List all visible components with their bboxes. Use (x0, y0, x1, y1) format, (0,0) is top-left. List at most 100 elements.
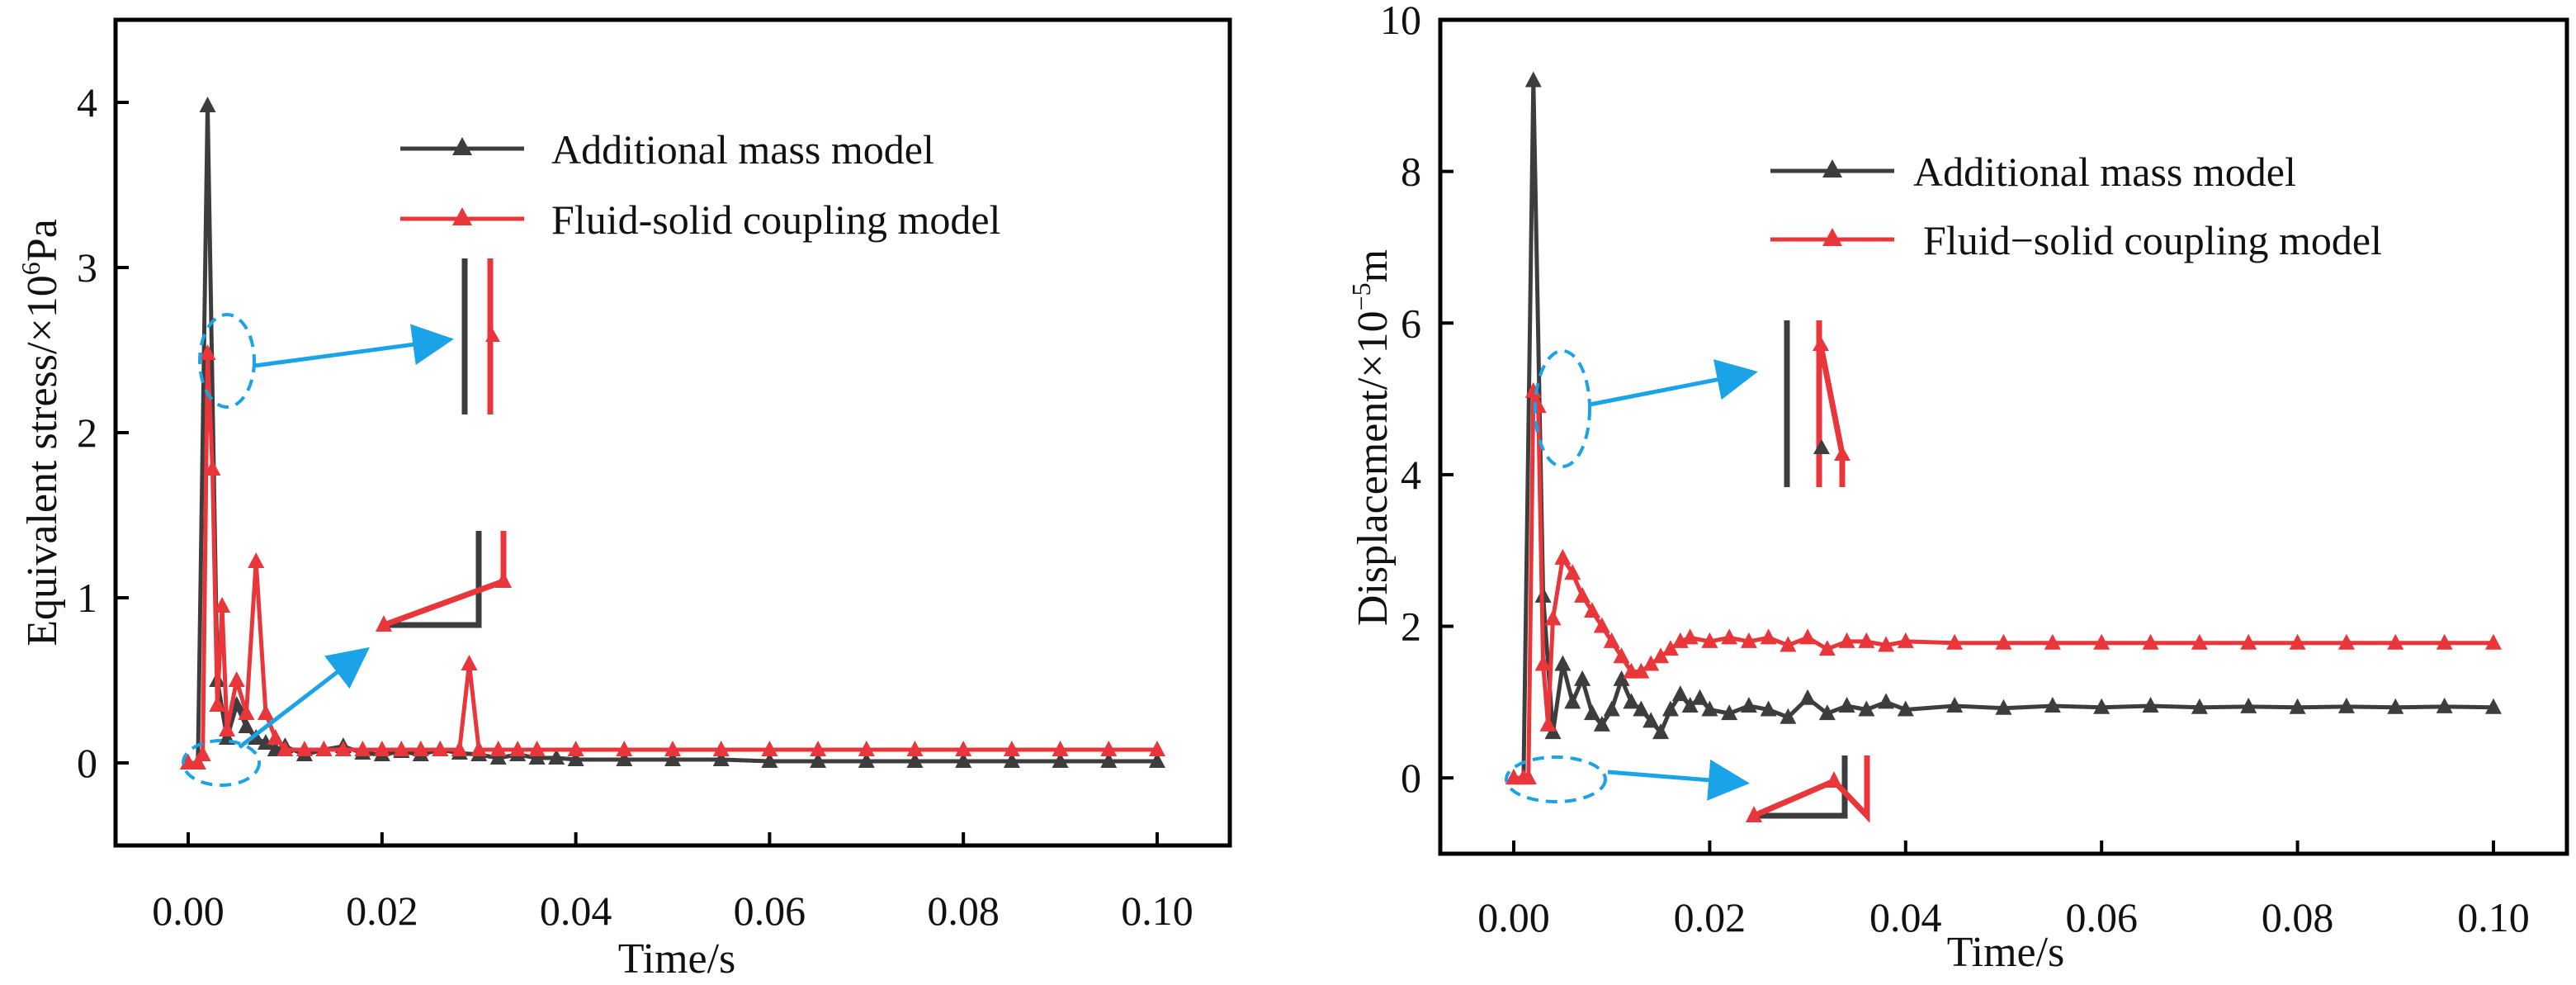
displacement-series-1-point (1760, 628, 1777, 645)
stress-series-1-point (712, 741, 730, 756)
displacement-peak-dashed-ellipse (1534, 349, 1591, 468)
displacement-x-tick-label: 0.00 (1477, 894, 1550, 940)
stress-legend-marker-fsc (452, 207, 472, 225)
displacement-y-tick-label: 8 (1401, 149, 1421, 195)
stress-series-1-point (567, 741, 584, 756)
displacement-series-1-point (2191, 633, 2208, 650)
displacement-y-tick-label: 4 (1401, 452, 1421, 498)
displacement-series-1-point (1613, 647, 1630, 664)
stress-x-tick-label: 0.00 (152, 888, 225, 934)
stress-legend-label-mass: Additional mass model (551, 126, 934, 173)
stress-series-1-point (461, 655, 478, 670)
displacement-series-0-point (1740, 696, 1757, 713)
stress-x-tick-label: 0.08 (927, 888, 1000, 934)
displacement-series-0-point (1858, 700, 1875, 717)
stress-series-0-point (664, 751, 681, 766)
displacement-series-1-point (1564, 564, 1581, 580)
stress-series-1-point (1148, 741, 1165, 756)
displacement-series-1-point (1593, 617, 1610, 633)
displacement-series-1-point (1633, 662, 1650, 679)
displacement-series-1-point (1681, 628, 1699, 645)
displacement-series-0-point (1603, 700, 1620, 717)
stress-series-1-point (412, 741, 429, 756)
displacement-series-0-point (2191, 698, 2208, 714)
stress-legend-marker-mass (452, 137, 472, 155)
stress-series-1-point (858, 741, 875, 756)
displacement-series-0-point (1671, 685, 1689, 702)
displacement-series-0-point (1760, 700, 1777, 717)
stress-series-1-point (393, 741, 410, 756)
displacement-series-0-point (1780, 708, 1797, 724)
displacement-series-0-point (1701, 700, 1718, 717)
displacement-series-1-point (2240, 633, 2257, 650)
stress-peak-arrow (253, 324, 454, 368)
displacement-series-0-point (1524, 71, 1542, 88)
displacement-series-0-point (2044, 696, 2061, 713)
displacement-onset-callout (1505, 755, 1870, 823)
stress-series-1-point (354, 741, 371, 756)
stress-series-1-point (1052, 741, 1069, 756)
displacement-y-tick-label: 0 (1401, 755, 1421, 801)
stress-series-0-point (1052, 752, 1069, 768)
displacement-series-0-point (2387, 698, 2404, 714)
displacement-series-0-point (1623, 693, 1640, 709)
stress-series-1-point (204, 460, 221, 476)
displacement-series-1-point (1780, 636, 1797, 652)
stress-series-0-point (761, 752, 778, 768)
displacement-series-0-point (1642, 712, 1660, 728)
stress-x-axis-label: Time/s (618, 935, 736, 983)
stress-x-tick-label: 0.10 (1121, 888, 1193, 934)
displacement-series-1-point (2093, 633, 2110, 650)
displacement-series-0-point (1574, 670, 1591, 686)
displacement-series-0-point (1593, 715, 1610, 732)
stress-series-1-point (277, 741, 294, 756)
displacement-series-1-point (1858, 632, 1875, 648)
displacement-onset-inset-mass (1754, 755, 1848, 819)
displacement-x-tick-label: 0.10 (2457, 894, 2530, 940)
stress-series-1-point (199, 344, 216, 360)
stress-series-0-point (238, 717, 255, 733)
stress-series-1-point (238, 704, 255, 720)
displacement-series-1-point (2387, 633, 2404, 650)
displacement-series-1-point (1652, 647, 1670, 664)
displacement-series-1-point (2436, 633, 2453, 650)
displacement-series-1-point (1642, 655, 1660, 671)
displacement-peak-inset-fsc-2 (1817, 344, 1846, 487)
stress-series-0-point (1148, 752, 1165, 768)
stress-series-1-point (248, 552, 265, 568)
stress-x-tick-label: 0.04 (540, 888, 612, 934)
stress-series-0-point (616, 751, 633, 766)
displacement-series-0-point (1897, 700, 1914, 717)
displacement-series-1-point (1799, 628, 1817, 645)
displacement-series-1-point (1539, 715, 1557, 732)
stress-series-1-point (214, 597, 231, 613)
displacement-series-1-point (1661, 640, 1679, 656)
displacement-chart: 0.00 0.02 0.04 0.06 0.08 0.10 0 2 4 6 8 10 Time/s D… (1346, 0, 2569, 976)
displacement-series-0-point (2093, 698, 2110, 714)
stress-x-tick-label: 0.02 (346, 888, 418, 934)
stress-legend: Additional mass model Fluid-solid coupli… (400, 126, 1000, 243)
stress-series-1-point (489, 741, 507, 756)
displacement-series-1-point (2289, 633, 2306, 650)
stress-onset-inset-marker-1 (376, 615, 392, 632)
displacement-series-1-point (1544, 609, 1562, 626)
stress-y-axis-label: Equivalent stress/×106Pa (16, 219, 66, 646)
stress-series-line-1 (188, 351, 1157, 765)
stress-series-1-point (228, 671, 245, 687)
displacement-series-0-point (1691, 689, 1709, 705)
stress-series-1-point (189, 754, 206, 770)
stress-y-tick-label: 1 (77, 575, 97, 621)
stress-series-1-point (470, 741, 488, 756)
stress-series-1-point (451, 741, 468, 756)
displacement-plot-frame (1438, 17, 2569, 856)
stress-series-0-point (858, 752, 875, 768)
stress-series-1-point (906, 741, 924, 756)
displacement-series-1-point (1740, 632, 1757, 648)
displacement-series-0-point (1878, 693, 1895, 709)
stress-onset-callout (182, 531, 512, 787)
displacement-series-0-point (1661, 700, 1679, 717)
stress-y-tick-label: 0 (77, 740, 97, 786)
stress-series-0-point (257, 734, 274, 750)
stress-series-1-point (955, 741, 972, 756)
displacement-series-1-point (1603, 632, 1620, 648)
